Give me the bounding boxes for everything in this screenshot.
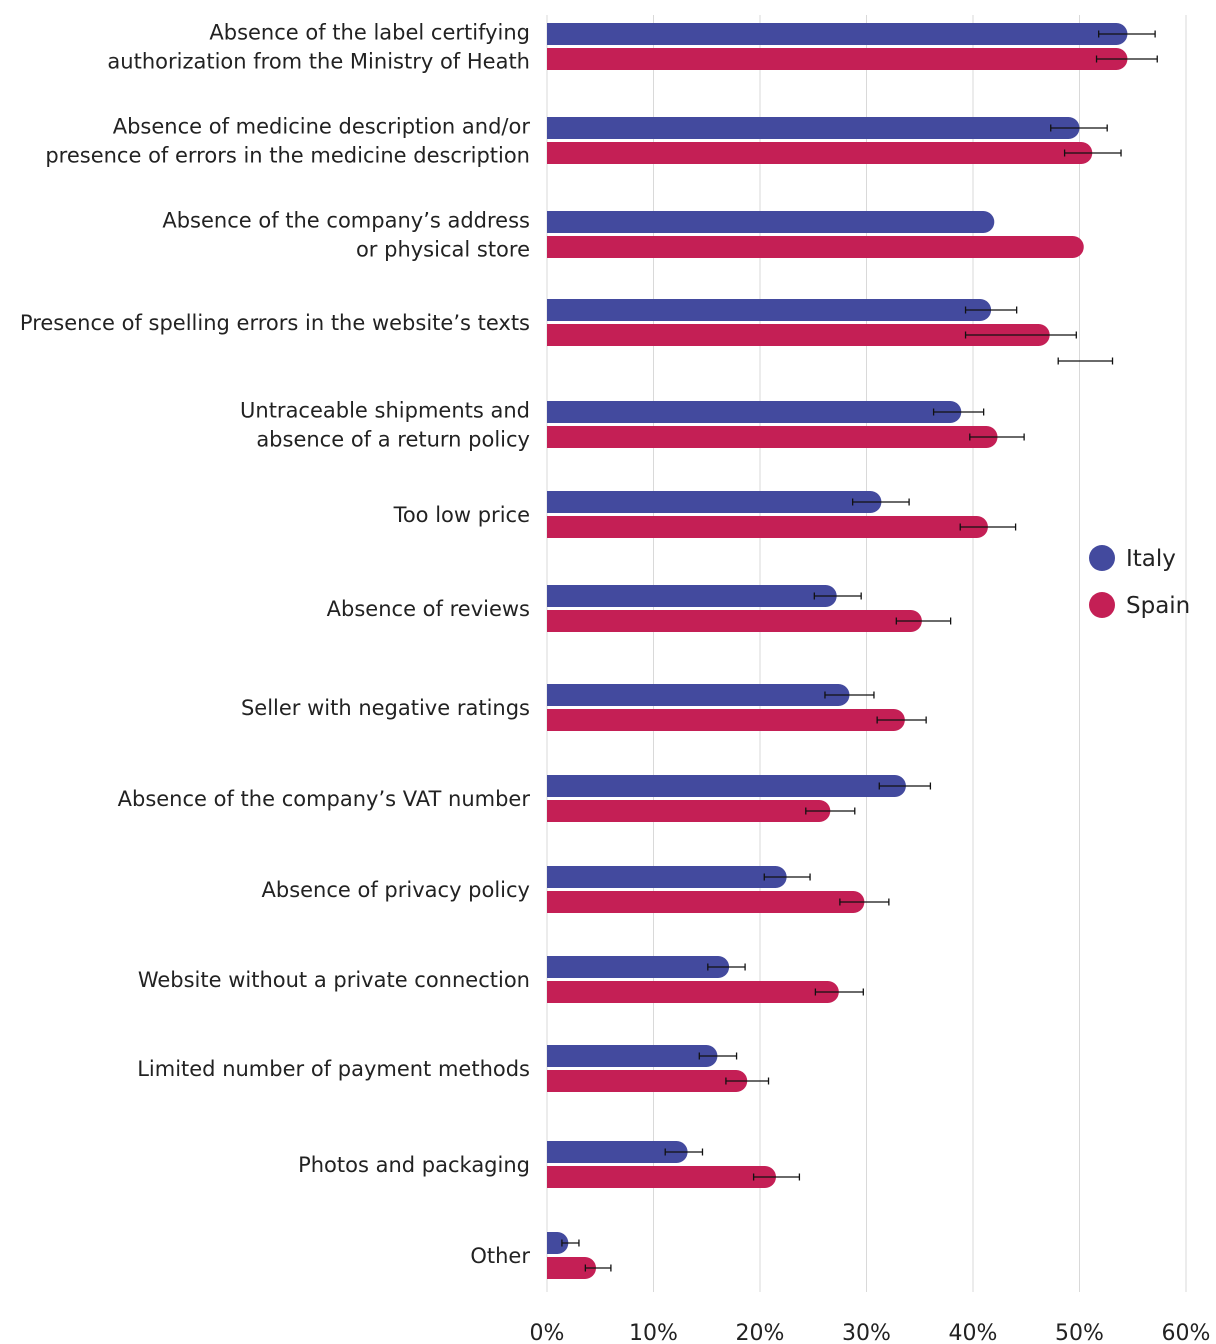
bar-italy xyxy=(547,23,1128,45)
x-tick-label: 40% xyxy=(949,1321,998,1344)
bar-italy xyxy=(547,299,992,321)
category-label: Limited number of payment methods xyxy=(137,1057,530,1081)
category-label: Absence of reviews xyxy=(327,597,530,621)
category-label: Other xyxy=(470,1244,530,1268)
bar-spain xyxy=(547,610,922,632)
error-bar-italy xyxy=(878,782,932,790)
x-tick-label: 0% xyxy=(530,1321,565,1344)
bar-spain xyxy=(547,426,998,448)
bar-spain xyxy=(547,709,905,731)
error-bar-spain xyxy=(959,523,1017,531)
category-label: Absence of the label certifying authoriza… xyxy=(107,21,530,74)
error-bars xyxy=(561,30,1158,1272)
error-bar-spain xyxy=(969,433,1025,441)
bar-spain xyxy=(547,324,1050,346)
error-bar-spain xyxy=(1095,55,1158,63)
category-label: Website without a private connection xyxy=(138,968,530,992)
bar-spain xyxy=(547,891,865,913)
legend-swatch-spain xyxy=(1089,592,1115,618)
legend-label-italy: Italy xyxy=(1126,546,1176,572)
error-bar-italy xyxy=(664,1148,704,1156)
category-label: Too low price xyxy=(393,503,530,527)
bar-italy xyxy=(547,401,962,423)
bar-spain xyxy=(547,981,839,1003)
x-tick-label: 60% xyxy=(1162,1321,1211,1344)
bar-italy xyxy=(547,491,882,513)
error-bar-italy xyxy=(852,498,910,506)
x-tick-label: 20% xyxy=(736,1321,785,1344)
error-bar-italy xyxy=(932,408,985,416)
bar-italy xyxy=(547,684,850,706)
x-axis-ticks: 0% 10% 20% 30% 40% 50% 60% xyxy=(530,1321,1211,1344)
bar-spain xyxy=(547,1257,596,1279)
x-tick-label: 50% xyxy=(1055,1321,1104,1344)
category-label: Untraceable shipments and absence of a re… xyxy=(240,399,530,452)
category-label: Presence of spelling errors in the websi… xyxy=(20,311,530,335)
error-bar-spain xyxy=(584,1264,612,1272)
category-labels: Absence of the label certifying authoriza… xyxy=(20,21,530,1269)
bar-spain xyxy=(547,800,831,822)
category-label: Absence of the company’s address or physi… xyxy=(162,209,530,262)
bar-italy xyxy=(547,117,1080,139)
grid-lines xyxy=(546,15,1187,1292)
bar-spain xyxy=(547,1070,748,1092)
error-bar-italy xyxy=(707,963,746,971)
error-bar-spain xyxy=(964,331,1077,339)
error-bar-italy xyxy=(813,592,862,600)
bar-spain xyxy=(547,516,988,538)
bar-italy xyxy=(547,1045,718,1067)
error-bar-spain xyxy=(752,1173,801,1181)
error-bar-italy xyxy=(561,1239,580,1247)
bar-spain xyxy=(547,1166,776,1188)
error-bar-italy xyxy=(1098,30,1156,38)
error-bar-spain xyxy=(839,898,890,906)
error-bar-spain xyxy=(805,807,856,815)
bar-italy xyxy=(547,585,837,607)
category-label: Absence of the company’s VAT number xyxy=(118,787,531,811)
legend: Italy Spain xyxy=(1089,545,1190,619)
bar-italy xyxy=(547,866,787,888)
legend-swatch-italy xyxy=(1089,545,1115,571)
error-bar-spain xyxy=(876,716,927,724)
bar-italy xyxy=(547,956,730,978)
error-bar-italy xyxy=(964,306,1018,314)
bars xyxy=(547,23,1128,1279)
bar-spain xyxy=(547,142,1093,164)
category-label: Absence of privacy policy xyxy=(262,878,531,902)
error-bar-italy xyxy=(763,873,811,881)
error-bar-spain xyxy=(814,988,864,996)
error-bar-spain xyxy=(895,617,952,625)
bar-spain xyxy=(547,48,1128,70)
category-label: Absence of medicine description and/or pr… xyxy=(45,115,530,168)
bar-spain xyxy=(547,236,1084,258)
bar-italy xyxy=(547,1141,688,1163)
error-bar-spain xyxy=(725,1077,770,1085)
x-tick-label: 10% xyxy=(629,1321,678,1344)
error-bar-italy xyxy=(1050,124,1108,132)
error-bar-italy xyxy=(698,1052,738,1060)
x-tick-label: 30% xyxy=(842,1321,891,1344)
category-label: Photos and packaging xyxy=(298,1153,530,1177)
bar-italy xyxy=(547,1232,569,1254)
bar-italy xyxy=(547,211,995,233)
bar-italy xyxy=(547,775,906,797)
error-bar-italy xyxy=(824,691,875,699)
category-label: Seller with negative ratings xyxy=(241,696,530,720)
error-bar-spain xyxy=(1063,149,1122,157)
legend-label-spain: Spain xyxy=(1126,593,1190,619)
error-bar xyxy=(1057,357,1114,365)
